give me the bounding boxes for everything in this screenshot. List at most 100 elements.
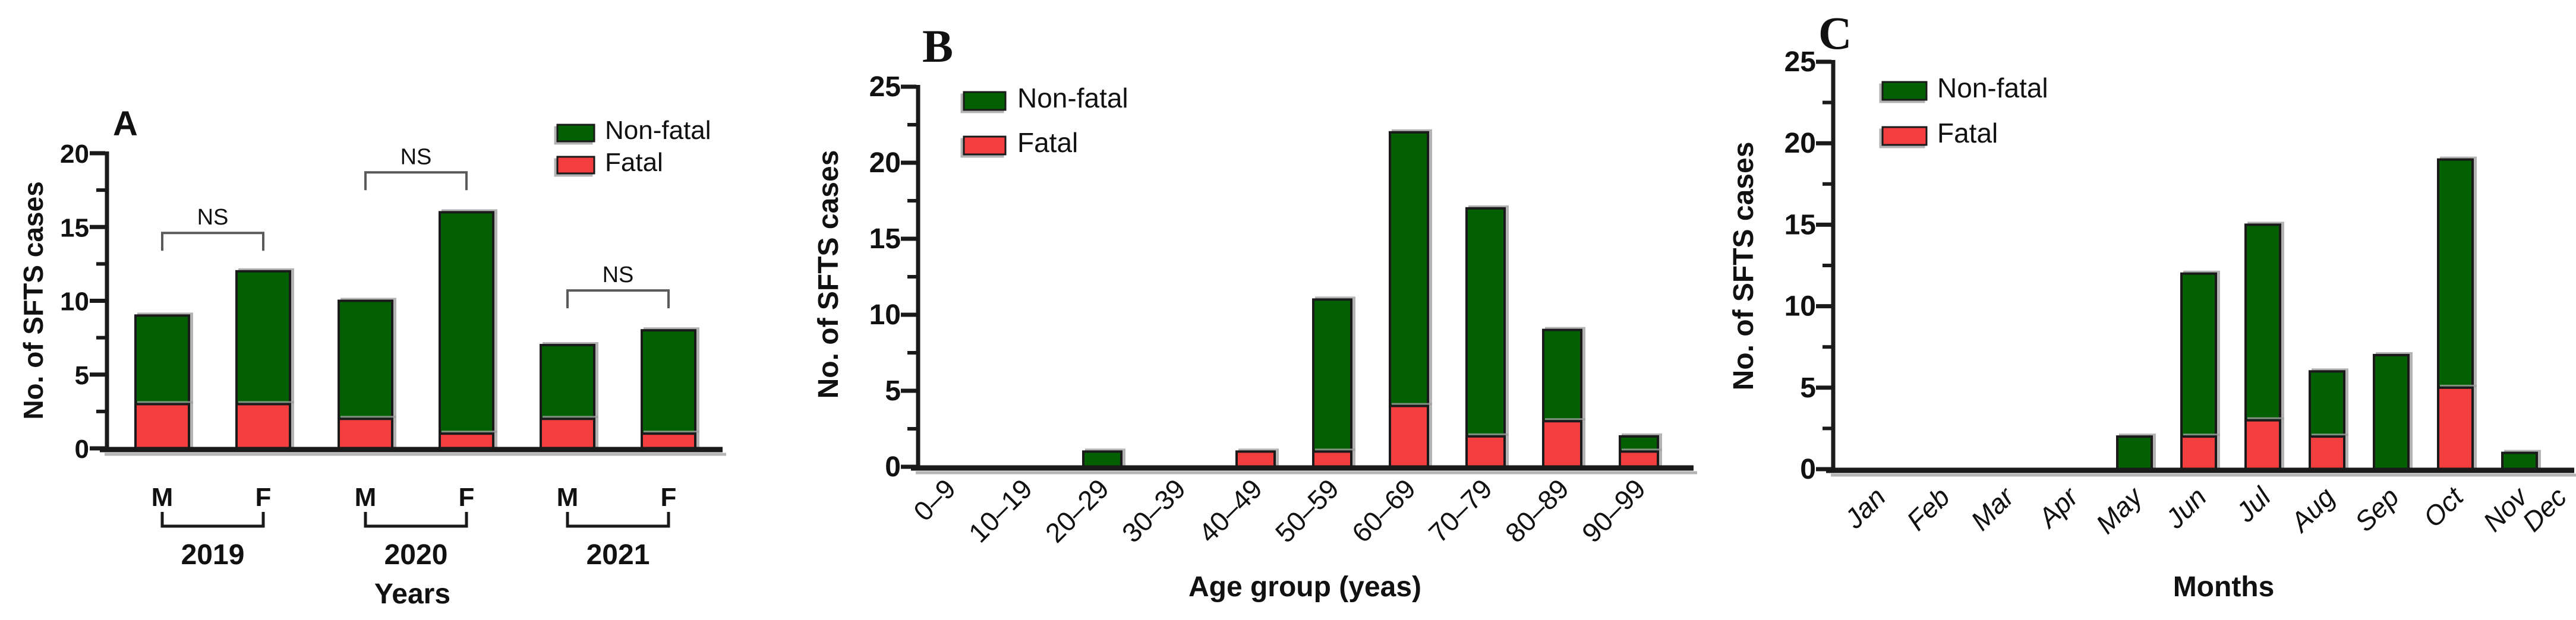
- y-axis-label-C: No. of SFTS cases: [1728, 142, 1760, 391]
- x-tick-label-C: Jun: [2159, 481, 2212, 534]
- group-label-A: 2019: [181, 539, 245, 571]
- y-tick-label-A: 15: [60, 213, 89, 242]
- y-tick-label-C: 10: [1784, 291, 1816, 322]
- ns-annotation-A: NS: [603, 262, 634, 287]
- y-tick-label-B: 0: [885, 451, 901, 483]
- legend-swatch-fatal-B: [963, 135, 1007, 156]
- x-tick-label-C: Dec: [2516, 481, 2572, 537]
- legend-label-fatal-C: Fatal: [1937, 118, 1998, 148]
- x-tick-label-B: 70–79: [1423, 473, 1498, 548]
- ns-bracket-A: [364, 171, 468, 191]
- x-tick-label-A: F: [256, 483, 272, 512]
- y-tick-label-B: 20: [869, 147, 901, 179]
- x-tick-label-B: 0–9: [907, 473, 961, 527]
- y-tick-label-A: 20: [60, 140, 89, 169]
- legend-swatch-fatal-C: [1881, 126, 1928, 146]
- y-tick-label-A: 0: [75, 435, 89, 464]
- y-tick-label-C: 25: [1784, 46, 1816, 78]
- panel-label-B: B: [922, 20, 953, 72]
- x-tick-label-A: F: [661, 483, 677, 512]
- x-tick-label-B: 60–69: [1346, 473, 1421, 548]
- y-tick-label-A: 5: [75, 361, 89, 390]
- bar-nonfatal-B-90–99: [1619, 435, 1659, 453]
- group-label-A: 2021: [587, 539, 650, 571]
- x-tick-label-C: Jul: [2230, 480, 2277, 528]
- y-axis-label-B: No. of SFTS cases: [813, 150, 844, 399]
- x-tick-label-C: Apr: [2031, 480, 2085, 534]
- x-tick-label-C: Sep: [2348, 481, 2405, 537]
- bar-nonfatal-C-Oct: [2437, 158, 2474, 389]
- bar-nonfatal-C-Jun: [2180, 272, 2217, 438]
- x-tick-label-B: 30–39: [1116, 473, 1191, 548]
- y-tick-label-C: 15: [1784, 209, 1816, 241]
- x-tick-label-C: Aug: [2283, 481, 2341, 539]
- panel-label-C: C: [1818, 7, 1852, 59]
- legend-label-non_fatal-B: Non-fatal: [1017, 83, 1128, 113]
- bar-nonfatal-B-70–79: [1465, 207, 1506, 438]
- x-tick-label-C: May: [2090, 480, 2149, 539]
- bar-nonfatal-A-F: [641, 329, 696, 435]
- bar-nonfatal-C-May: [2116, 435, 2153, 470]
- bar-fatal-A-M: [338, 417, 393, 450]
- x-axis-label-C: Months: [2173, 571, 2275, 603]
- x-tick-label-B: 80–89: [1499, 473, 1575, 548]
- y-tick-label-C: 20: [1784, 128, 1816, 159]
- group-bracket-A: [566, 512, 670, 528]
- bar-fatal-B-60–69: [1389, 404, 1429, 468]
- bar-fatal-B-70–79: [1465, 435, 1506, 468]
- x-axis-label-B: Age group (yeas): [1188, 571, 1421, 603]
- ns-bracket-A: [161, 232, 264, 251]
- x-tick-label-C: Mar: [1965, 480, 2020, 536]
- bar-nonfatal-A-F: [235, 270, 291, 406]
- bar-nonfatal-A-M: [338, 299, 393, 420]
- bar-fatal-A-F: [235, 403, 291, 450]
- y-tick-label-B: 25: [869, 71, 901, 103]
- bar-fatal-A-M: [540, 417, 595, 450]
- bar-nonfatal-A-M: [134, 314, 190, 406]
- ns-annotation-A: NS: [197, 205, 229, 230]
- legend-label-non_fatal-A: Non-fatal: [605, 116, 711, 145]
- legend-swatch-fatal-A: [556, 156, 595, 175]
- bar-fatal-A-F: [641, 432, 696, 450]
- bar-fatal-A-F: [439, 432, 494, 450]
- bar-nonfatal-A-M: [540, 344, 595, 420]
- panel-label-A: A: [113, 105, 138, 143]
- bar-nonfatal-B-50–59: [1312, 298, 1352, 453]
- bar-nonfatal-A-F: [439, 211, 494, 435]
- x-tick-label-C: Feb: [1900, 481, 1956, 536]
- ns-annotation-A: NS: [401, 144, 432, 169]
- bar-nonfatal-C-Jul: [2244, 223, 2281, 422]
- bar-fatal-B-50–59: [1312, 450, 1352, 469]
- bar-fatal-C-Jun: [2180, 435, 2217, 470]
- x-tick-label-A: F: [459, 483, 475, 512]
- y-axis-label-A: No. of SFTS cases: [18, 181, 49, 419]
- x-tick-label-B: 50–59: [1269, 473, 1345, 548]
- legend-swatch-non_fatal-A: [556, 124, 595, 143]
- panel-a-yearly-chart: A No. of SFTS cases 0 5 10 15 20 M F M F M F NS NS NS 20…: [18, 105, 726, 610]
- y-tick-label-B: 10: [869, 299, 901, 331]
- bar-nonfatal-C-Sep: [2373, 353, 2410, 470]
- bar-nonfatal-B-20–29: [1082, 450, 1123, 469]
- group-label-A: 2020: [384, 539, 448, 571]
- y-tick-label-B: 15: [869, 223, 901, 255]
- legend-label-fatal-B: Fatal: [1017, 127, 1078, 158]
- bar-nonfatal-C-Aug: [2309, 370, 2345, 438]
- legend-label-non_fatal-C: Non-fatal: [1937, 72, 2048, 103]
- group-bracket-A: [160, 512, 265, 528]
- bar-nonfatal-C-Nov: [2501, 451, 2538, 470]
- legend-swatch-non_fatal-C: [1881, 81, 1928, 101]
- y-tick-label-C: 0: [1800, 454, 1816, 485]
- x-tick-label-A: M: [355, 483, 377, 512]
- panel-b-age-chart: B No. of SFTS cases 0 5 10 15 20 25 0–9 10–19 20–2…: [813, 20, 1697, 603]
- x-tick-label-B: 10–19: [963, 473, 1038, 548]
- bar-fatal-B-80–89: [1542, 420, 1582, 469]
- bar-fatal-A-M: [134, 403, 190, 450]
- bar-fatal-C-Jul: [2244, 419, 2281, 470]
- y-tick-label-A: 10: [60, 287, 89, 317]
- y-tick-label-C: 5: [1800, 372, 1816, 404]
- legend-swatch-non_fatal-B: [963, 91, 1007, 111]
- x-tick-label-A: M: [152, 483, 174, 512]
- legend-label-fatal-A: Fatal: [605, 148, 663, 177]
